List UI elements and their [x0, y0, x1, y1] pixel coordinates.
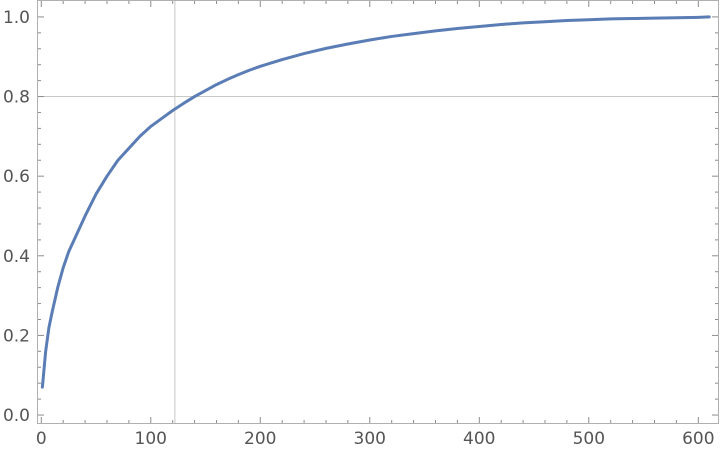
series-line-0 [40, 15, 711, 389]
ticks-layer [38, 1, 718, 423]
x-tick-label: 200 [244, 429, 276, 449]
series-layer [40, 15, 711, 389]
x-tick-label: 300 [354, 429, 386, 449]
x-tick-label: 100 [135, 429, 167, 449]
x-tick-label: 500 [573, 429, 605, 449]
y-tick-label: 0.4 [3, 247, 30, 267]
y-tick-label: 0.2 [3, 326, 30, 346]
plot-frame [37, 0, 719, 424]
y-tick-label: 1.0 [3, 8, 30, 28]
x-tick-label: 400 [463, 429, 495, 449]
tick-labels: 0 100 200 300 400 500 600 0.0 0.2 0.4 0.6 0.8 1.0 [3, 8, 715, 449]
grid-layer [38, 1, 718, 423]
y-tick-label: 0.8 [3, 88, 30, 108]
y-tick-label: 0.0 [3, 406, 30, 426]
x-tick-label: 0 [36, 429, 47, 449]
y-tick-label: 0.6 [3, 167, 30, 187]
x-tick-label: 600 [682, 429, 714, 449]
